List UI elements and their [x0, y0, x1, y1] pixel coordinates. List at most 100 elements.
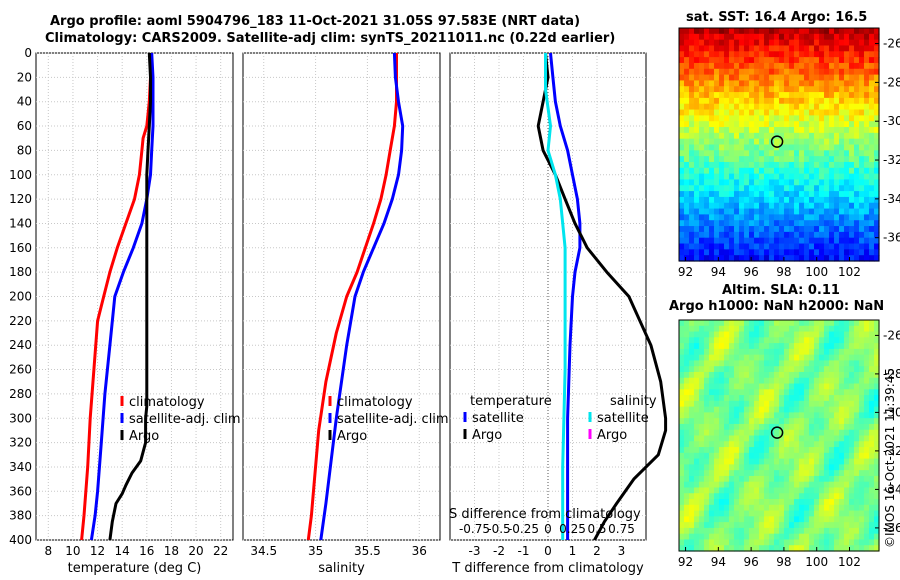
sst-map-cell: [869, 68, 875, 76]
sst-map-cell: [679, 51, 685, 58]
sst-map-cell: [849, 109, 855, 116]
sst-map-cell: [744, 196, 750, 204]
sla-map-cell: [794, 371, 800, 379]
sla-map-cell: [779, 452, 785, 460]
sla-map-cell: [749, 377, 755, 385]
sla-map-cell: [874, 343, 880, 350]
sst-map-cell: [859, 214, 865, 221]
sst-map-cell: [854, 28, 860, 35]
sla-map-cell: [734, 337, 740, 344]
sst-map-cell: [844, 202, 850, 210]
sla-map-cell: [714, 360, 720, 367]
sla-map-cell: [714, 435, 720, 442]
sla-map-cell: [759, 360, 765, 367]
sla-map-cell: [829, 337, 835, 344]
sst-map-cell: [774, 202, 780, 210]
sla-map-cell: [874, 435, 880, 442]
sst-map-cell: [679, 202, 685, 210]
sst-map-cell: [854, 196, 860, 204]
sst-map-cell: [714, 156, 720, 163]
sst-map-cell: [729, 115, 735, 122]
sla-map-cell: [839, 458, 845, 465]
sst-map-cell: [854, 97, 860, 105]
sst-map-cell: [719, 249, 725, 256]
sla-map-cell: [739, 371, 745, 379]
sst-map-cell: [694, 167, 700, 175]
sla-map-cell: [839, 481, 845, 489]
sst-map-cell: [829, 185, 835, 192]
sla-map-cell: [814, 441, 820, 448]
sst-map-cell: [684, 109, 690, 116]
sst-map-cell: [844, 51, 850, 58]
sla-map-cell: [779, 447, 785, 454]
sst-map-cell: [784, 121, 790, 128]
sst-map-cell: [859, 121, 865, 128]
sst-map-cell: [854, 80, 860, 87]
sla-map-cell: [679, 499, 685, 506]
sst-map-cell: [679, 57, 685, 64]
sla-map-cell: [834, 366, 840, 373]
sst-map-cell: [679, 214, 685, 221]
sla-map-cell: [689, 377, 695, 385]
sla-map-cell: [839, 475, 845, 483]
sst-map-cell: [769, 179, 775, 186]
sla-map-cell: [789, 423, 795, 431]
figure-title-line2: Climatology: CARS2009. Satellite-adj cli…: [45, 31, 616, 46]
sla-map-cell: [849, 464, 855, 471]
sla-map-cell: [784, 464, 790, 471]
sla-map-cell: [854, 337, 860, 344]
sla-map-cell: [704, 406, 710, 414]
sla-map-cell: [864, 516, 870, 523]
sst-map-cell: [769, 249, 775, 256]
sla-map-cell: [864, 389, 870, 396]
sla-map-cell: [794, 464, 800, 471]
sst-map-cell: [804, 115, 810, 122]
sla-map-cell: [794, 510, 800, 517]
sst-map-cell: [764, 249, 770, 256]
sst-map-cell: [774, 179, 780, 186]
sst-map-cell: [709, 86, 715, 93]
sst-map-cell: [764, 62, 770, 70]
sla-map-cell: [859, 354, 865, 362]
sla-map-cell: [829, 366, 835, 373]
sst-map-cell: [724, 28, 730, 35]
sst-map-cell: [819, 45, 825, 52]
sst-map-cell: [834, 150, 840, 157]
sst-map-cell: [684, 249, 690, 256]
sla-map-cell: [829, 441, 835, 448]
sst-map-cell: [834, 208, 840, 215]
sst-map-cell: [764, 208, 770, 215]
sla-map-cell: [789, 343, 795, 350]
sla-map-cell: [814, 366, 820, 373]
sst-map-cell: [759, 115, 765, 122]
sla-map-cell: [784, 499, 790, 506]
sla-map-cell: [789, 539, 795, 546]
sla-map-xtick-label: 92: [678, 555, 693, 569]
sla-map-cell: [724, 412, 730, 419]
sst-map-cell: [714, 214, 720, 221]
sst-map-cell: [839, 249, 845, 256]
sla-map-cell: [789, 458, 795, 465]
sla-map-cell: [869, 348, 875, 356]
sla-map-cell: [869, 493, 875, 500]
sst-map-cell: [684, 57, 690, 64]
sst-map-cell: [819, 28, 825, 35]
sla-map-cell: [714, 320, 720, 327]
sla-map-cell: [764, 452, 770, 460]
sst-map-cell: [714, 138, 720, 146]
sla-map-cell: [714, 325, 720, 333]
sst-map-cell: [769, 57, 775, 64]
sla-map-cell: [854, 395, 860, 402]
sla-map-cell: [864, 539, 870, 546]
temp-ytick-label: 200: [9, 290, 32, 304]
sla-map-cell: [759, 400, 765, 408]
sla-map-cell: [724, 533, 730, 541]
sla-map-cell: [834, 429, 840, 437]
sst-map-cell: [819, 138, 825, 146]
sst-map-cell: [814, 97, 820, 105]
sla-map-cell: [819, 464, 825, 471]
sst-map-cell: [759, 226, 765, 233]
sla-map-cell: [859, 452, 865, 460]
diff-xtick-label: 3: [618, 544, 626, 558]
sst-map-cell: [694, 45, 700, 52]
